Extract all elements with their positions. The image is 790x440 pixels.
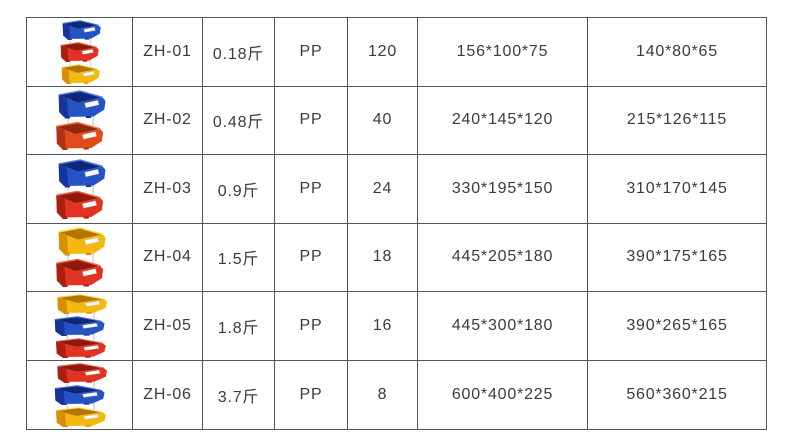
weight-cell: 0.18斤 <box>203 18 275 86</box>
model-cell: ZH-05 <box>133 292 203 360</box>
table-row: ZH-04 1.5斤 PP 18 445*205*180 390*175*165 <box>27 223 766 292</box>
model-cell: ZH-02 <box>133 86 203 154</box>
table-row: ZH-05 1.8斤 PP 16 445*300*180 390*265*165 <box>27 292 766 361</box>
table-row: ZH-02 0.48斤 PP 40 240*145*120 215*126*11… <box>27 86 766 155</box>
stacked-bins-image <box>48 158 112 219</box>
product-image-cell <box>27 223 133 291</box>
product-image-cell <box>27 360 133 429</box>
product-image-cell <box>27 292 133 360</box>
outer-size-cell: 240*145*120 <box>418 86 588 154</box>
table-row: ZH-06 3.7斤 PP 8 600*400*225 560*360*215 <box>27 360 766 429</box>
weight-cell: 0.9斤 <box>203 155 275 223</box>
inner-size-cell: 310*170*145 <box>626 179 728 197</box>
outer-size-cell: 445*205*180 <box>418 223 588 291</box>
material-cell: PP <box>275 360 348 429</box>
qty-cell: 16 <box>348 292 418 360</box>
weight-cell: 0.48斤 <box>203 86 275 154</box>
product-image-cell <box>27 86 133 154</box>
inner-size-cell: 140*80*65 <box>636 42 718 60</box>
material-cell: PP <box>275 223 348 291</box>
weight-cell: 1.5斤 <box>203 223 275 291</box>
material-cell: PP <box>275 292 348 360</box>
stacked-bins-image <box>46 293 114 358</box>
inner-size-cell: 390*175*165 <box>626 248 728 266</box>
product-image-cell <box>27 18 133 86</box>
stacked-bins-image <box>48 90 112 151</box>
model-cell: ZH-04 <box>133 223 203 291</box>
product-spec-table: ZH-01 0.18斤 PP 120 156*100*75 140*80*65 … <box>26 17 767 430</box>
qty-cell: 24 <box>348 155 418 223</box>
qty-cell: 40 <box>348 86 418 154</box>
model-cell: ZH-06 <box>133 360 203 429</box>
table-row: ZH-01 0.18斤 PP 120 156*100*75 140*80*65 <box>27 18 766 87</box>
qty-cell: 8 <box>348 360 418 429</box>
qty-cell: 120 <box>348 18 418 86</box>
stacked-bins-image <box>54 19 106 84</box>
material-cell: PP <box>275 18 348 86</box>
outer-size-cell: 445*300*180 <box>418 292 588 360</box>
model-cell: ZH-01 <box>133 18 203 86</box>
inner-size-cell: 390*265*165 <box>626 316 728 334</box>
stacked-bins-image <box>46 362 114 427</box>
material-cell: PP <box>275 155 348 223</box>
stacked-bins-image <box>48 227 112 288</box>
table-row: ZH-03 0.9斤 PP 24 330*195*150 310*170*145 <box>27 155 766 224</box>
weight-cell: 1.8斤 <box>203 292 275 360</box>
product-image-cell <box>27 155 133 223</box>
material-cell: PP <box>275 86 348 154</box>
model-cell: ZH-03 <box>133 155 203 223</box>
outer-size-cell: 330*195*150 <box>418 155 588 223</box>
weight-cell: 3.7斤 <box>203 360 275 429</box>
qty-cell: 18 <box>348 223 418 291</box>
inner-size-cell: 215*126*115 <box>626 111 728 129</box>
inner-size-cell: 560*360*215 <box>626 385 728 403</box>
outer-size-cell: 156*100*75 <box>418 18 588 86</box>
outer-size-cell: 600*400*225 <box>418 360 588 429</box>
